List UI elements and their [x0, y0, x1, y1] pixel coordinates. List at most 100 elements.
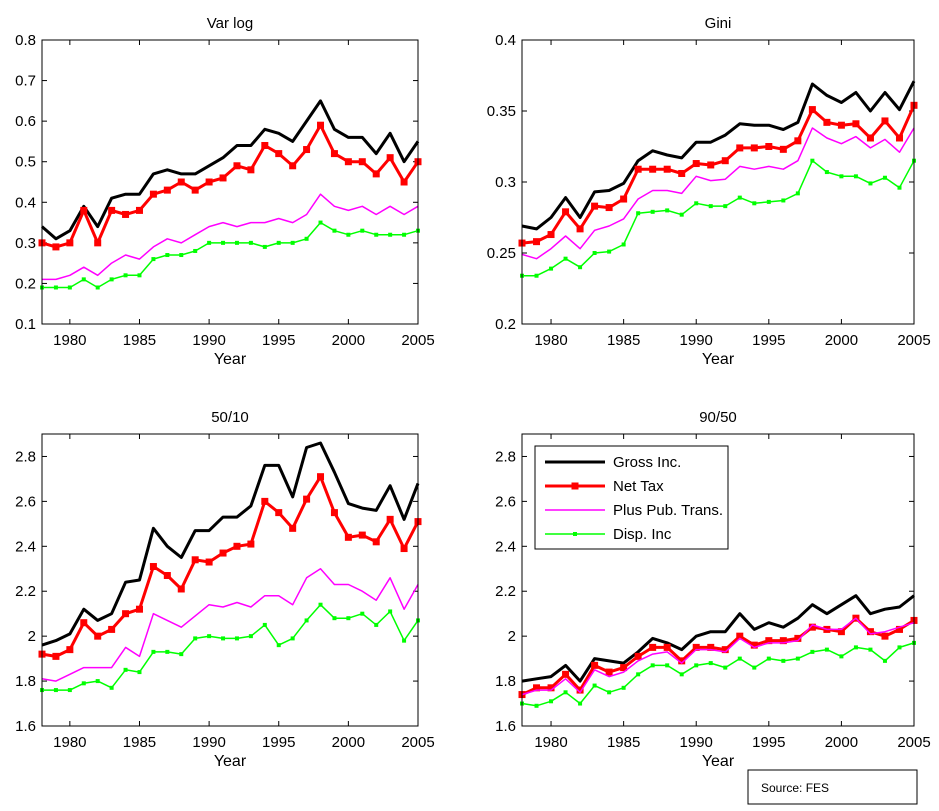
data-point [248, 634, 253, 639]
x-tick-label: 2005 [401, 332, 434, 349]
data-point [663, 643, 671, 651]
data-point [317, 473, 325, 481]
data-point [547, 684, 555, 692]
data-point [808, 106, 816, 114]
data-point [694, 201, 699, 206]
data-point [563, 256, 568, 261]
series-line [42, 221, 419, 289]
axes-frame [41, 433, 419, 727]
x-axis-label: Year [214, 351, 247, 368]
data-point [346, 232, 351, 237]
data-point [591, 661, 599, 669]
data-point [247, 166, 255, 174]
data-point [578, 265, 583, 270]
data-point [636, 672, 641, 677]
x-tick-label: 1995 [752, 734, 785, 751]
data-point [248, 240, 253, 245]
data-point [123, 273, 128, 278]
data-point [533, 238, 541, 246]
plot-area [42, 434, 418, 726]
data-point [853, 645, 858, 650]
data-point [621, 242, 626, 247]
series-line [41, 99, 420, 241]
data-point [781, 198, 786, 203]
data-point [810, 158, 815, 163]
data-point [207, 240, 212, 245]
x-tick-label: 2000 [825, 734, 858, 751]
legend: Gross Inc. Net Tax Plus Pub. Trans. Disp. I… [534, 445, 729, 550]
y-tick-label: 0.3 [495, 174, 516, 191]
data-point [752, 201, 757, 206]
legend-label: Plus Pub. Trans. [613, 502, 723, 519]
data-point [275, 509, 283, 517]
data-point [276, 240, 281, 245]
data-point [534, 703, 539, 708]
data-point [165, 649, 170, 654]
data-point [692, 160, 700, 168]
data-point [592, 683, 597, 688]
data-point [824, 170, 829, 175]
series-line [41, 123, 420, 249]
y-tick-label: 2 [508, 628, 516, 645]
data-point [750, 641, 758, 649]
data-point [810, 649, 815, 654]
data-point [837, 121, 845, 129]
chart-panel-2: Gini Year 1980 1985 1990 1995 2000 2005 0.2 0.25 0… [487, 15, 931, 368]
data-point [839, 174, 844, 179]
data-point [221, 636, 226, 641]
y-tick-label: 0.4 [15, 194, 36, 211]
data-point [332, 616, 337, 621]
data-point [165, 253, 170, 258]
x-axis-label: Year [702, 351, 735, 368]
series-plus-pub-trans [41, 568, 419, 682]
data-point [108, 206, 116, 214]
plot-area [42, 40, 418, 324]
data-point [372, 538, 380, 546]
data-point [374, 232, 379, 237]
data-point [765, 143, 773, 150]
y-tick-label: 2.8 [15, 448, 36, 465]
data-point [895, 134, 903, 142]
data-point [290, 240, 295, 245]
series-line [521, 80, 916, 231]
data-point [694, 663, 699, 668]
data-point [191, 186, 199, 194]
data-point [52, 652, 60, 660]
chart-title: Gini [705, 15, 732, 32]
x-tick-label: 1985 [607, 734, 640, 751]
chart-panels: Var log Year 1980 1985 1990 1995 2000 2005 0.1 0.… [15, 15, 931, 770]
x-tick-label: 2005 [897, 734, 930, 751]
data-point [605, 668, 613, 676]
data-point [346, 616, 351, 621]
legend-marker [571, 482, 579, 490]
data-point [290, 636, 295, 641]
series-disp-inc [520, 640, 916, 708]
data-point [866, 134, 874, 142]
data-point [193, 248, 198, 253]
data-point [151, 649, 156, 654]
data-point [649, 165, 657, 173]
data-point [386, 515, 394, 523]
chart-title: 50/10 [211, 409, 249, 426]
data-point [752, 665, 757, 670]
series-net-tax [518, 101, 918, 247]
data-point [358, 531, 366, 539]
series-line [41, 475, 420, 658]
data-point [219, 549, 227, 557]
data-point [636, 211, 641, 216]
data-point [108, 625, 116, 633]
data-point [866, 628, 874, 636]
x-tick-label: 1980 [53, 332, 86, 349]
axes-frame [521, 39, 915, 325]
data-point [750, 144, 758, 152]
chart-title: 90/50 [699, 409, 737, 426]
x-tick-label: 1980 [53, 734, 86, 751]
y-tick-label: 0.35 [487, 103, 516, 120]
y-tick-label: 2.2 [15, 583, 36, 600]
data-point [562, 670, 570, 678]
data-point [882, 175, 887, 180]
data-point [665, 208, 670, 213]
data-point [163, 186, 171, 194]
data-point [779, 637, 787, 645]
